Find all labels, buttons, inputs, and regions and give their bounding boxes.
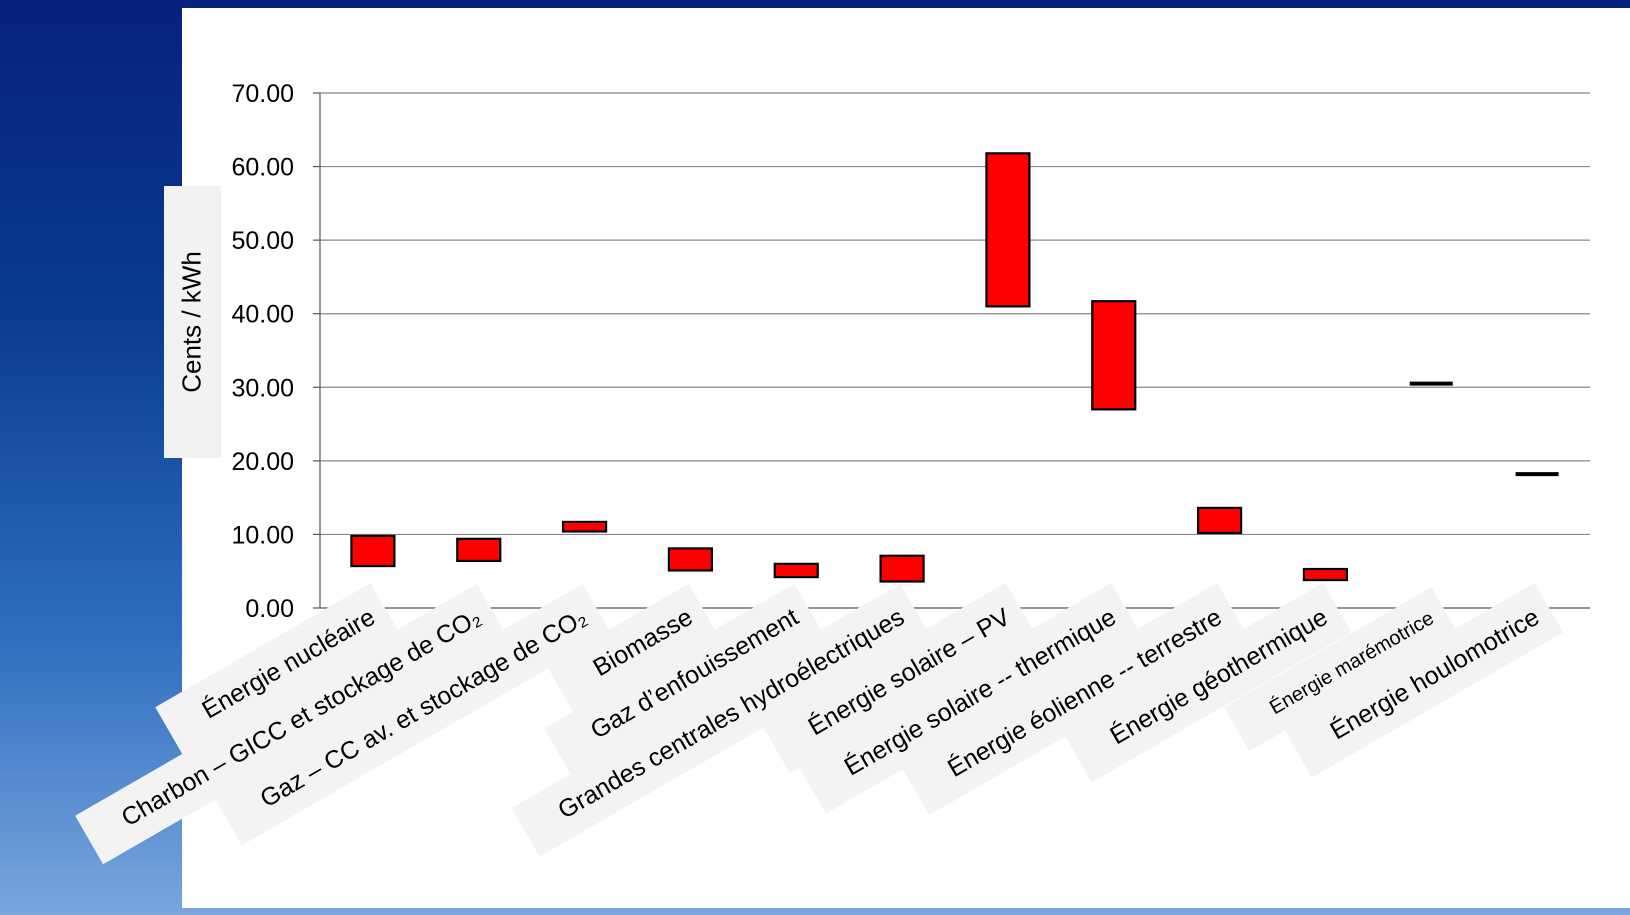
range-bar	[456, 537, 502, 563]
y-tick-label: 50.00	[231, 227, 294, 255]
y-tick-label: 40.00	[231, 301, 294, 329]
range-bar	[667, 547, 714, 572]
y-tick-label: 30.00	[231, 374, 294, 402]
top-band	[0, 0, 1630, 8]
range-bar	[1091, 300, 1137, 411]
range-bar	[561, 520, 608, 533]
y-tick-label: 60.00	[231, 154, 294, 182]
y-tick-label: 10.00	[231, 521, 294, 549]
y-tick-label: 0.00	[245, 595, 294, 623]
range-bar	[350, 534, 396, 568]
y-tick-label: 70.00	[231, 80, 294, 108]
y-tick-label: 20.00	[231, 448, 294, 476]
range-bar	[1196, 506, 1243, 535]
y-axis-label-box	[164, 186, 221, 458]
range-bar	[985, 152, 1031, 308]
range-bar	[1302, 567, 1349, 582]
y-axis-label: Cents / kWh	[176, 251, 207, 393]
range-bar	[773, 562, 819, 579]
range-bar	[879, 554, 925, 583]
